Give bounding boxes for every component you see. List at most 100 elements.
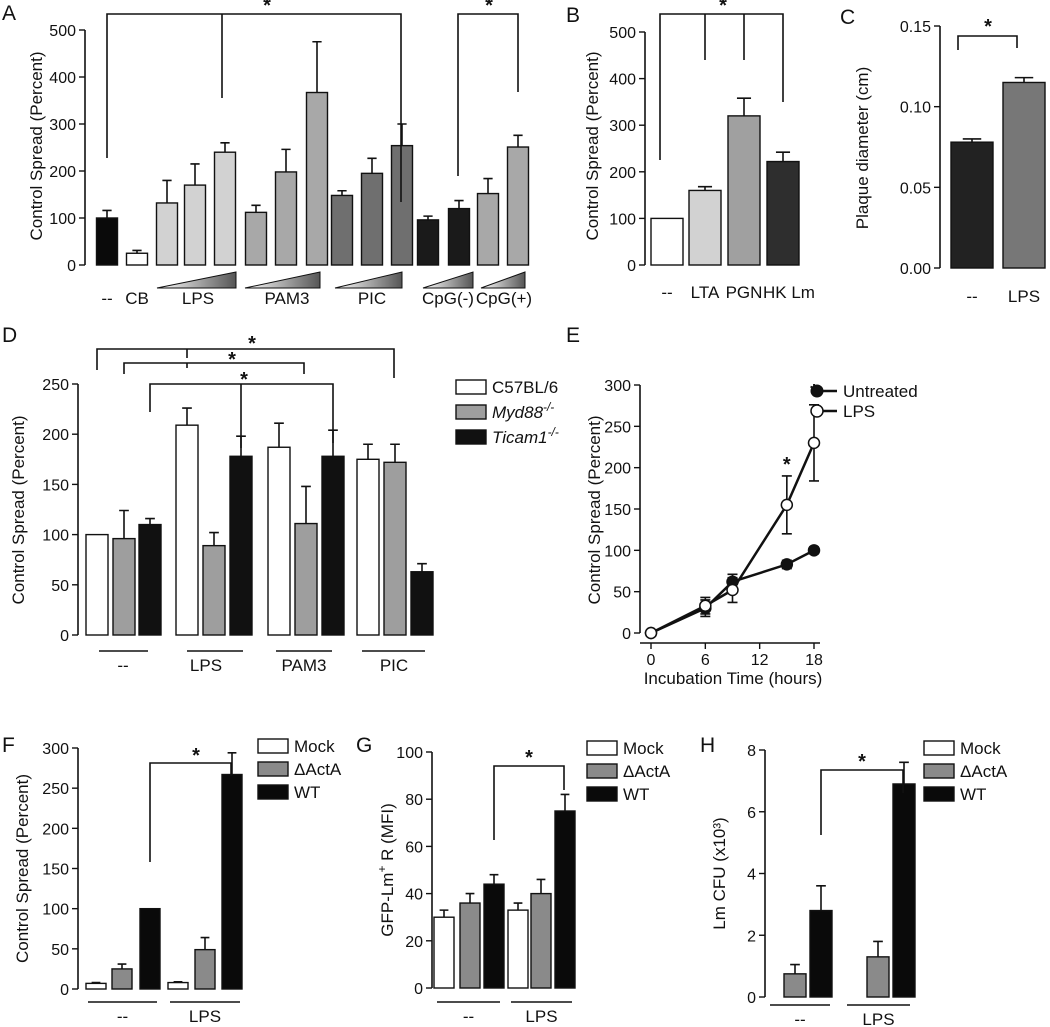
legend-label-text: WT <box>960 785 986 804</box>
chart-f: 0 50 100 150 200 250 300 Control Spread (Percen… <box>13 737 342 1026</box>
x-axis-label: Incubation Time (hours) <box>644 669 823 688</box>
legend-swatch <box>923 763 955 779</box>
legend-swatch <box>455 404 487 420</box>
significance-star: * <box>192 745 200 767</box>
x-category-label: LPS <box>189 1007 221 1026</box>
error-bar <box>209 531 219 546</box>
data-point <box>726 583 739 597</box>
legend-label: ΔActA <box>623 762 671 781</box>
y-tick-label: 250 <box>42 377 69 394</box>
error-bar <box>182 407 192 426</box>
x-category-label: LPS <box>182 289 214 308</box>
bar-g <box>459 902 481 989</box>
error-bar <box>736 97 752 116</box>
error-bar <box>513 134 523 148</box>
chart-c: 0.00 0.05 0.10 0.15 Plaque diameter (cm) -- LP… <box>853 16 1046 306</box>
bar-g <box>530 892 552 989</box>
error-bar <box>281 148 291 172</box>
y-tick-label: 500 <box>49 23 76 40</box>
significance-star: * <box>228 349 236 371</box>
error-bar <box>251 204 261 213</box>
dose-wedge <box>334 271 403 289</box>
x-category-label: -- <box>101 289 112 308</box>
significance-bracket-g <box>493 765 565 840</box>
legend-label: Myd88-/- <box>492 400 554 422</box>
bar-g <box>483 883 505 989</box>
error-bar <box>775 151 791 162</box>
bar-d <box>175 424 199 636</box>
significance-bracket-d3 <box>149 383 334 448</box>
error-bar <box>162 179 172 203</box>
legend-label: ΔActA <box>960 762 1008 781</box>
chart-b: 0 100 200 300 400 500 Control Spread (Percent)… <box>583 0 815 302</box>
significance-bracket-d1 <box>96 348 395 378</box>
legend-label-text: WT <box>623 785 649 804</box>
x-category-label: -- <box>117 656 128 675</box>
legend-swatch <box>257 738 289 754</box>
y-tick-label: 0 <box>414 981 423 998</box>
data-point <box>807 544 821 557</box>
x-tick-label: 12 <box>751 652 769 669</box>
legend-marker-open <box>810 404 824 418</box>
bar-g <box>433 916 455 989</box>
chart-d: 0 50 100 150 200 250 Control Spread (Percent) -… <box>9 333 559 675</box>
y-axis-label: Control Spread (Percent) <box>13 774 32 963</box>
y-tick-label: 100 <box>609 211 636 228</box>
x-category-label: -- <box>966 287 977 306</box>
y-axis-label-text: Control Spread (Percent) <box>585 416 604 605</box>
error-bar <box>200 936 210 950</box>
bar-c <box>950 141 994 269</box>
legend-label-text: Mock <box>960 739 1001 758</box>
y-tick-label: 40 <box>405 887 423 904</box>
error-bar <box>173 980 183 983</box>
error-bar <box>962 138 982 143</box>
bar-a <box>390 144 414 266</box>
data-point <box>780 558 794 571</box>
y-tick-label: 150 <box>604 502 631 519</box>
error-bar <box>790 963 800 974</box>
significance-bracket-a2 <box>457 13 519 176</box>
y-axis-label-text: Control Spread (Percent) <box>9 416 28 605</box>
y-tick-label: 400 <box>49 70 76 87</box>
significance-bracket-h <box>820 769 904 835</box>
x-category-label: -- <box>661 283 672 302</box>
y-tick-label: 400 <box>609 72 636 89</box>
bar-f <box>167 981 189 990</box>
y-tick-label: 2 <box>747 928 756 945</box>
bar-h <box>892 783 916 998</box>
panel-label-f: F <box>2 734 15 757</box>
legend-label-text: Mock <box>294 737 335 756</box>
legend-label-text: Myd88 <box>492 403 544 422</box>
panel-label-d: D <box>2 324 17 347</box>
error-bar <box>337 189 347 196</box>
y-axis-label: Control Spread (Percent) <box>27 52 46 241</box>
legend-label: Mock <box>294 737 335 756</box>
error-bar <box>483 177 493 194</box>
bar-f <box>111 968 133 990</box>
error-bar <box>417 562 427 572</box>
legend-swatch <box>455 379 487 395</box>
bar-g <box>554 810 576 989</box>
legend-label-text: Ticam1 <box>492 428 548 447</box>
x-category-label: LTA <box>691 283 720 302</box>
bar-d <box>356 458 380 636</box>
bar-g <box>507 909 529 989</box>
error-bar <box>423 215 433 220</box>
y-axis-label-text: Plaque diameter (cm) <box>853 67 872 230</box>
legend-label: Untreated <box>843 382 918 401</box>
error-bar <box>465 892 475 904</box>
y-tick-label: 4 <box>747 867 756 884</box>
y-axis-label: Control Spread (Percent) <box>9 416 28 605</box>
legend-label-text: C57BL/6 <box>492 378 558 397</box>
legend-swatch <box>923 740 955 756</box>
y-axis-label: Control Spread (Percent) <box>583 52 602 241</box>
x-category-label: LPS <box>1008 287 1040 306</box>
panel-label-c: C <box>840 6 855 29</box>
bar-b <box>688 189 722 266</box>
error-bar <box>397 123 407 146</box>
bar-b <box>650 217 684 266</box>
y-axis-label-sup: + <box>375 866 389 873</box>
data-point <box>780 498 794 512</box>
data-point <box>807 436 821 450</box>
